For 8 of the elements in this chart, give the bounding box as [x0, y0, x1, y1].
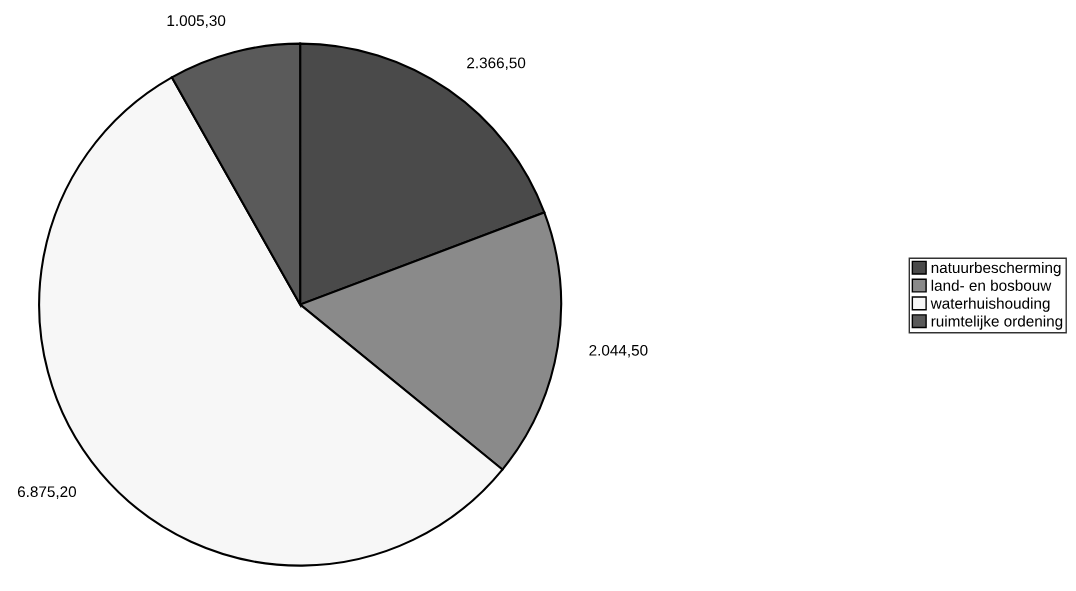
data-label: 1.005,30	[167, 15, 226, 28]
legend-label: ruimtelijke ordening	[931, 315, 1063, 330]
legend-label: natuurbescherming	[931, 261, 1061, 277]
data-label: 2.366,50	[467, 57, 526, 71]
legend-label: waterhuishouding	[930, 297, 1050, 312]
legend-label: land- en bosbouw	[931, 279, 1052, 291]
data-label: 6.875,20	[17, 486, 77, 499]
data-label: 2.044,50	[589, 344, 648, 358]
